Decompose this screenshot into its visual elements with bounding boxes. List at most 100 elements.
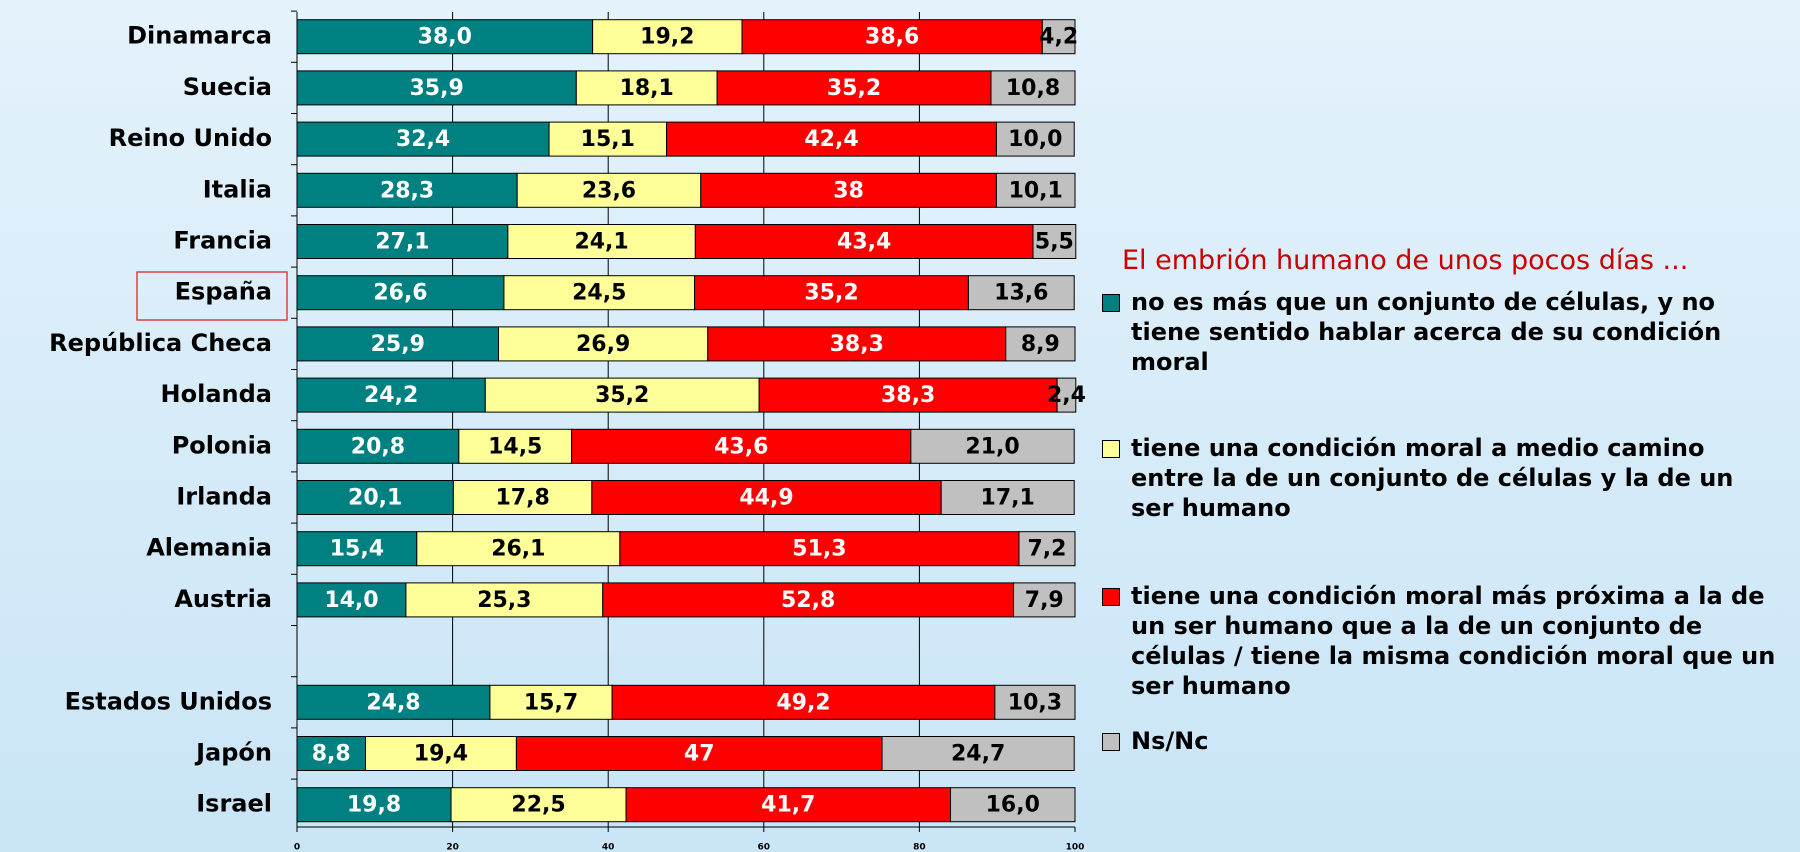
value-label: 27,1 [375, 230, 429, 255]
legend-swatch [1102, 440, 1120, 458]
value-label: 15,4 [330, 537, 384, 562]
value-label: 7,2 [1027, 537, 1066, 562]
value-label: 25,9 [371, 332, 425, 357]
bar-segment [591, 480, 942, 515]
value-label: 13,6 [994, 281, 1048, 306]
value-label: 10,1 [1009, 178, 1063, 203]
y-tick-label: Francia [173, 227, 272, 255]
bar-segment [489, 684, 613, 720]
y-tick-label: España [175, 278, 272, 306]
value-label: 38,0 [418, 25, 472, 50]
y-tick-label: República Checa [49, 329, 272, 357]
value-label: 26,9 [576, 332, 630, 357]
value-label: 26,1 [491, 537, 545, 562]
bar-segment [1013, 582, 1076, 618]
bar-segment [296, 736, 366, 771]
bar-segment [758, 377, 1058, 413]
legend-swatch [1102, 733, 1120, 751]
legend-label: no es más que un conjunto de células, y … [1131, 288, 1722, 376]
bar-segment [741, 19, 1043, 55]
highlight-box [136, 271, 288, 321]
bar-segment [296, 684, 491, 720]
x-tick-label: 60 [758, 843, 771, 852]
bar-segment [602, 582, 1015, 618]
bar-segment [503, 275, 696, 311]
bar-segment [1041, 19, 1076, 55]
bar-segment [296, 787, 452, 823]
legend-swatch [1102, 588, 1120, 606]
value-label: 5,5 [1035, 230, 1074, 255]
bar-segment [575, 70, 718, 106]
bar-segment [592, 19, 743, 55]
value-label: 35,2 [595, 383, 649, 408]
y-tick-label: Irlanda [176, 483, 272, 511]
value-label: 38,6 [865, 25, 919, 50]
bar-segment [548, 121, 668, 157]
bar-segment [296, 121, 550, 157]
value-label: 20,8 [351, 434, 405, 459]
value-label: 17,8 [495, 486, 549, 511]
value-label: 35,9 [410, 76, 464, 101]
value-label: 22,5 [511, 793, 565, 818]
bar-segment [950, 787, 1076, 823]
value-label: 38 [833, 178, 864, 203]
bar-segment [625, 787, 952, 823]
bar-segment [995, 172, 1076, 208]
value-label: 18,1 [620, 76, 674, 101]
value-label: 15,7 [524, 690, 578, 715]
legend-label: Ns/Nc [1131, 727, 1209, 755]
bar-segment [296, 480, 454, 515]
y-tick-label: Israel [196, 790, 272, 818]
bar-segment [694, 224, 1034, 259]
legend-label: tiene una condición moral a medio camino… [1131, 434, 1734, 522]
value-label: 17,1 [981, 486, 1035, 511]
legend-label: tiene una condición moral más próxima a … [1131, 582, 1776, 700]
bar-segment [296, 224, 509, 259]
bar-segment [666, 121, 997, 157]
value-label: 35,2 [827, 76, 881, 101]
value-label: 14,0 [324, 588, 378, 613]
value-label: 49,2 [776, 690, 830, 715]
value-label: 20,1 [348, 486, 402, 511]
bar-segment [995, 121, 1075, 157]
bar-segment [296, 531, 418, 567]
value-label: 19,2 [640, 25, 694, 50]
y-tick-label: Dinamarca [127, 22, 272, 50]
value-label: 38,3 [830, 332, 884, 357]
bar-segment [450, 787, 627, 823]
value-label: 21,0 [965, 434, 1019, 459]
value-label: 10,0 [1008, 127, 1062, 152]
y-tick-label: Holanda [161, 380, 272, 408]
bar-segment [700, 172, 997, 208]
bar-segment [881, 736, 1075, 771]
value-label: 4,2 [1039, 25, 1078, 50]
y-tick-label: Japón [194, 739, 272, 767]
bar-segment [611, 684, 996, 720]
bar-segment [296, 582, 407, 618]
y-tick-label: Reino Unido [109, 124, 272, 152]
value-label: 51,3 [792, 537, 846, 562]
y-tick-label: Alemania [146, 534, 272, 562]
bar-segment [458, 428, 573, 464]
y-tick-label: Polonia [172, 431, 272, 459]
value-label: 2,4 [1047, 383, 1086, 408]
bar-segment [296, 326, 500, 362]
bar-segment [364, 736, 517, 771]
y-tick-label: Suecia [183, 73, 272, 101]
value-label: 32,4 [396, 127, 450, 152]
value-label: 19,8 [347, 793, 401, 818]
value-label: 24,8 [366, 690, 420, 715]
value-label: 10,8 [1006, 76, 1060, 101]
bar-segment [694, 275, 969, 311]
x-tick-label: 20 [446, 843, 459, 852]
bar-segment [1018, 531, 1076, 567]
bar-segment [416, 531, 621, 567]
bar-segment [1056, 377, 1077, 413]
bar-segment [296, 172, 518, 208]
value-label: 42,4 [804, 127, 858, 152]
x-tick-label: 80 [913, 843, 926, 852]
bar-segment [994, 684, 1076, 720]
value-label: 24,5 [572, 281, 626, 306]
